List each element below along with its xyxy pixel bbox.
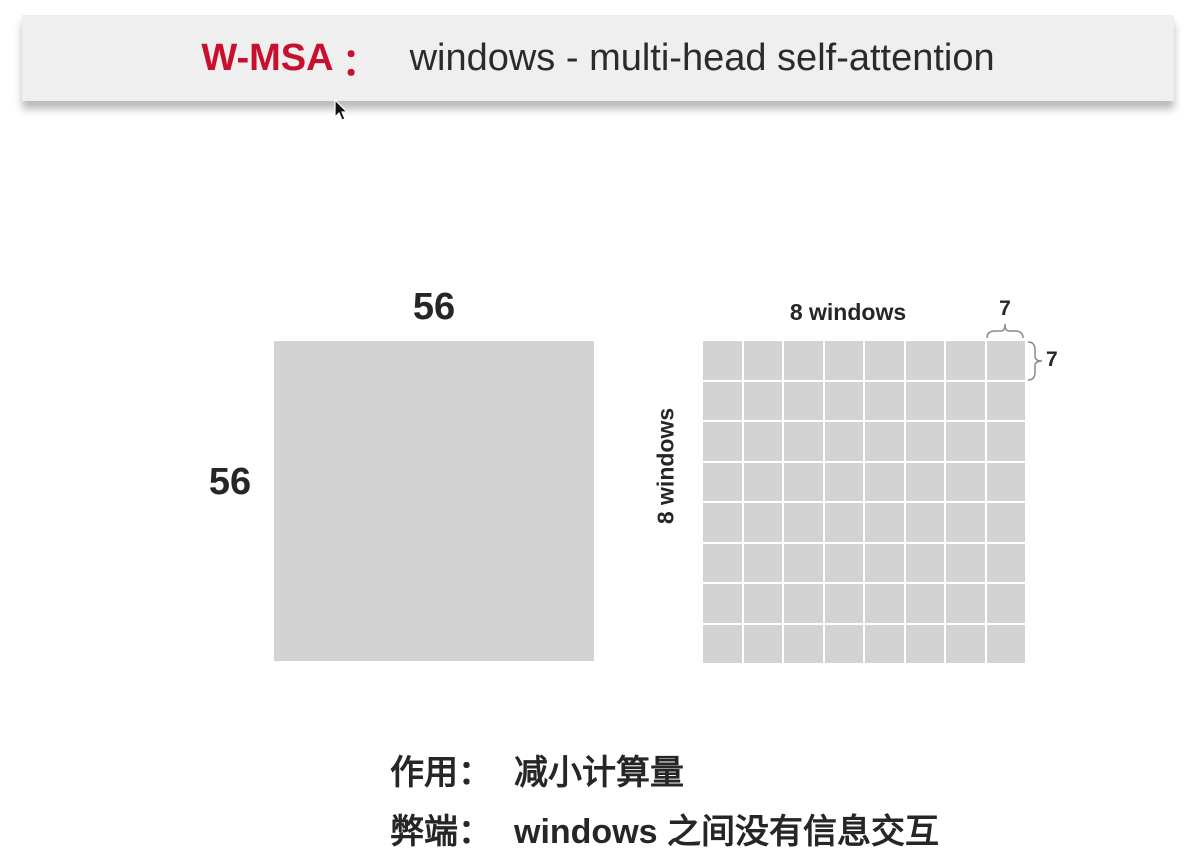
- window-cell: [743, 422, 782, 461]
- grid-cols-label: 8 windows: [789, 299, 907, 325]
- window-cell: [703, 341, 742, 380]
- window-cell: [743, 503, 782, 542]
- window-cell: [703, 584, 742, 623]
- window-cell: [824, 503, 863, 542]
- window-width-label: 7: [999, 297, 1011, 320]
- window-cell: [986, 584, 1025, 623]
- feature-map-height-label: 56: [208, 461, 252, 503]
- window-cell: [946, 503, 985, 542]
- feature-map-square: [274, 341, 594, 661]
- window-cell: [905, 341, 944, 380]
- window-cell: [703, 543, 742, 582]
- window-height-label: 7: [1046, 348, 1058, 371]
- window-cell: [743, 341, 782, 380]
- window-cell: [743, 624, 782, 663]
- window-cell: [946, 422, 985, 461]
- window-cell: [784, 584, 823, 623]
- window-cell: [905, 584, 944, 623]
- window-cell: [986, 341, 1025, 380]
- window-cell: [905, 422, 944, 461]
- window-cell: [784, 503, 823, 542]
- window-cell: [703, 503, 742, 542]
- title-description: windows - multi-head self-attention: [409, 36, 995, 79]
- window-cell: [865, 462, 904, 501]
- window-cell: [946, 543, 985, 582]
- window-cell: [824, 584, 863, 623]
- window-cell: [865, 422, 904, 461]
- window-cell: [743, 462, 782, 501]
- window-cell: [905, 462, 944, 501]
- window-cell: [905, 543, 944, 582]
- title-banner: W-MSA ： windows - multi-head self-attent…: [22, 15, 1174, 101]
- window-cell: [865, 584, 904, 623]
- drawback-value: windows 之间没有信息交互: [514, 813, 939, 851]
- drawback-label: 弊端：: [390, 813, 492, 851]
- window-cell: [986, 503, 1025, 542]
- window-cell: [946, 341, 985, 380]
- window-cell: [905, 381, 944, 420]
- window-cell: [824, 422, 863, 461]
- title-colon: ：: [341, 41, 380, 84]
- window-cell: [703, 462, 742, 501]
- grid-rows-label: 8 windows: [652, 407, 679, 525]
- drawback-note: 弊端： windows 之间没有信息交互: [390, 804, 939, 853]
- window-cell: [703, 624, 742, 663]
- window-cell: [824, 624, 863, 663]
- title-term: W-MSA: [201, 36, 334, 79]
- effect-note: 作用： 减小计算量: [390, 745, 684, 794]
- effect-label: 作用：: [390, 754, 492, 792]
- window-cell: [865, 543, 904, 582]
- window-cell: [905, 503, 944, 542]
- window-cell: [703, 422, 742, 461]
- window-cell: [784, 381, 823, 420]
- window-cell: [784, 462, 823, 501]
- feature-map-width-label: 56: [412, 286, 456, 328]
- window-cell: [743, 543, 782, 582]
- window-cell: [703, 381, 742, 420]
- window-cell: [946, 584, 985, 623]
- window-cell: [824, 381, 863, 420]
- window-cell: [743, 381, 782, 420]
- window-cell: [865, 624, 904, 663]
- window-cell: [784, 543, 823, 582]
- window-cell: [784, 341, 823, 380]
- window-cell: [946, 462, 985, 501]
- window-cell: [865, 341, 904, 380]
- window-cell: [946, 624, 985, 663]
- window-cell: [784, 422, 823, 461]
- window-cell: [986, 462, 1025, 501]
- window-cell: [986, 422, 1025, 461]
- top-brace-icon: [986, 323, 1024, 339]
- window-cell: [986, 624, 1025, 663]
- window-cell: [743, 584, 782, 623]
- window-cell: [986, 543, 1025, 582]
- window-cell: [784, 624, 823, 663]
- window-cell: [824, 341, 863, 380]
- window-cell: [946, 381, 985, 420]
- window-cell: [905, 624, 944, 663]
- window-grid: [703, 341, 1025, 663]
- effect-value: 减小计算量: [514, 754, 684, 792]
- mouse-pointer-icon: [334, 99, 349, 121]
- window-cell: [865, 503, 904, 542]
- window-cell: [986, 381, 1025, 420]
- window-cell: [824, 543, 863, 582]
- right-brace-icon: [1027, 341, 1043, 381]
- window-cell: [865, 381, 904, 420]
- window-cell: [824, 462, 863, 501]
